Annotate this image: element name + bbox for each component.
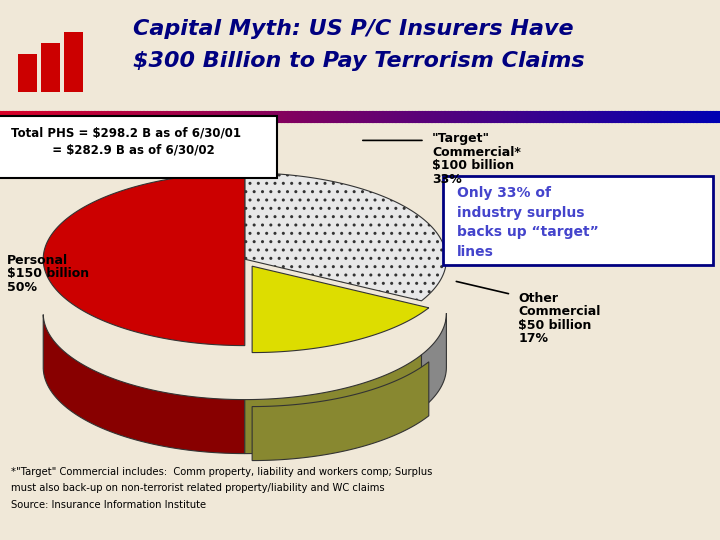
Polygon shape [43, 173, 245, 346]
Bar [18, 54, 37, 92]
FancyBboxPatch shape [443, 176, 713, 265]
Text: Total PHS = $298.2 B as of 6/30/01: Total PHS = $298.2 B as of 6/30/01 [11, 127, 240, 140]
Bar [41, 43, 60, 92]
Bar [64, 32, 83, 92]
Text: "Target": "Target" [432, 132, 490, 145]
Text: Source: Insurance Information Institute: Source: Insurance Information Institute [11, 500, 206, 510]
Polygon shape [252, 266, 429, 353]
Text: Other: Other [518, 292, 559, 305]
Polygon shape [252, 362, 429, 461]
FancyBboxPatch shape [0, 116, 277, 178]
Text: $300 Billion to Pay Terrorism Claims: $300 Billion to Pay Terrorism Claims [133, 51, 585, 71]
Polygon shape [43, 315, 245, 454]
Text: $50 billion: $50 billion [518, 319, 592, 332]
Text: Commercial: Commercial [518, 305, 600, 318]
Text: must also back-up on non-terrorist related property/liability and WC claims: must also back-up on non-terrorist relat… [11, 483, 384, 494]
Text: $100 billion: $100 billion [432, 159, 514, 172]
Text: 17%: 17% [518, 332, 549, 345]
Text: Commercial*: Commercial* [432, 146, 521, 159]
Polygon shape [245, 355, 421, 454]
Text: Personal: Personal [7, 254, 68, 267]
Text: Only 33% of
industry surplus
backs up “target”
lines: Only 33% of industry surplus backs up “t… [457, 186, 599, 259]
Text: = $282.9 B as of 6/30/02: = $282.9 B as of 6/30/02 [11, 143, 215, 156]
Text: *"Target" Commercial includes:  Comm property, liability and workers comp; Surpl: *"Target" Commercial includes: Comm prop… [11, 467, 432, 477]
Polygon shape [245, 173, 446, 301]
Polygon shape [421, 313, 446, 409]
Text: 33%: 33% [432, 173, 462, 186]
Text: 50%: 50% [7, 281, 37, 294]
Text: Capital Myth: US P/C Insurers Have: Capital Myth: US P/C Insurers Have [133, 19, 574, 39]
Text: $150 billion: $150 billion [7, 267, 89, 280]
